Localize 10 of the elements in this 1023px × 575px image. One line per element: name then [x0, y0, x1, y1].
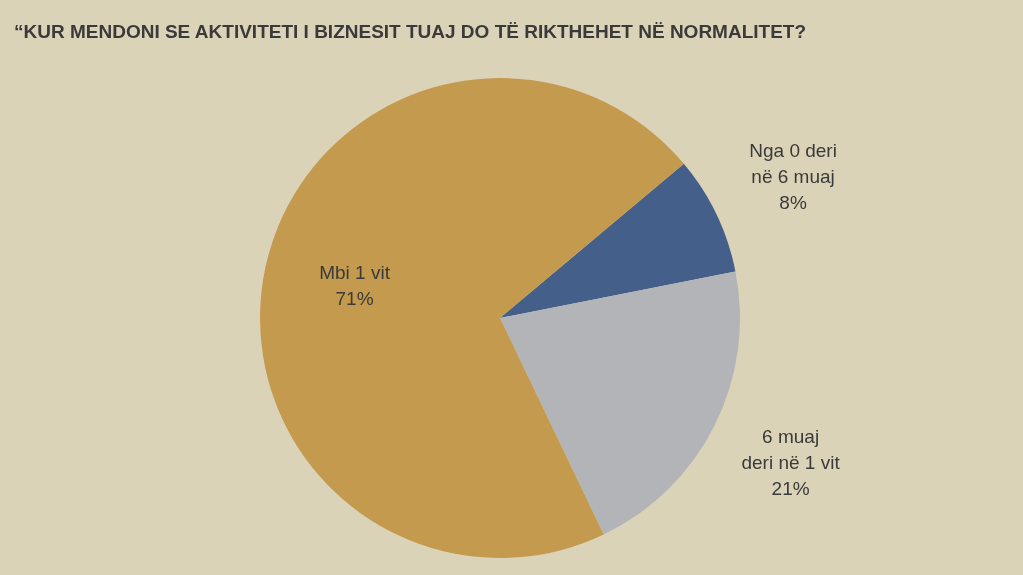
- data-label: 71%: [335, 287, 374, 309]
- slice-label: Mbi 1 vit: [319, 261, 391, 283]
- pie-slice: [500, 163, 736, 318]
- data-label: 8%: [779, 191, 807, 213]
- pie-slice: [260, 78, 684, 558]
- data-label: 21%: [771, 477, 810, 499]
- pie-slice: [500, 271, 740, 535]
- slice-label: Nga 0 deri në 6 muaj: [749, 139, 837, 187]
- chart-title: “KUR MENDONI SE AKTIVITETI I BIZNESIT TUAJ DO TË RIKTHEHET NË NORMALITET?: [14, 21, 807, 42]
- slice-label: 6 muaj deri në 1 vit: [741, 425, 841, 473]
